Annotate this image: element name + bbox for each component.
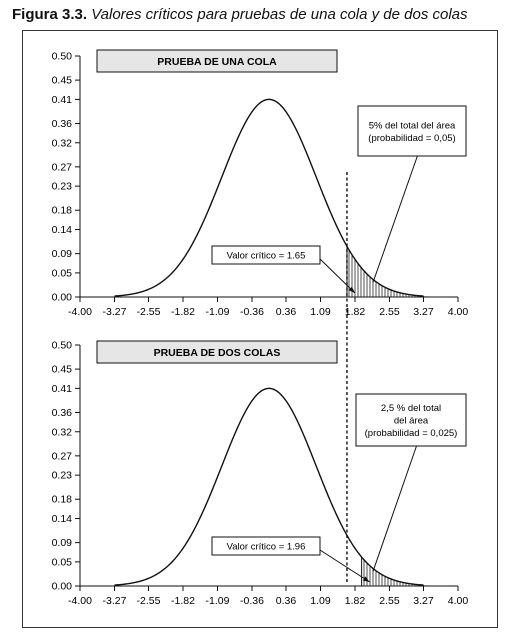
area-annotation-text: del área <box>394 416 429 427</box>
chart-title: PRUEBA DE UNA COLA <box>157 56 277 68</box>
x-tick-label: 4.00 <box>448 595 469 607</box>
x-tick-label: -4.00 <box>68 595 92 607</box>
x-tick-label: 0.36 <box>276 306 297 318</box>
y-tick-label: 0.23 <box>52 470 73 482</box>
y-tick-label: 0.00 <box>52 292 73 304</box>
critical-label-box <box>211 536 321 556</box>
chart-title-box <box>96 49 338 73</box>
y-tick-label: 0.09 <box>52 248 73 260</box>
figure-title: Figura 3.3. Valores críticos para prueba… <box>12 6 468 23</box>
x-tick-label: -1.09 <box>206 306 230 318</box>
x-tick-label: -1.82 <box>171 595 195 607</box>
area-annotation-text: (probabilidad = 0,05) <box>368 133 455 144</box>
area-annotation-box <box>355 393 467 447</box>
x-tick-label: -2.55 <box>137 306 161 318</box>
area-annotation-pointer <box>372 445 417 572</box>
critical-label-arrow <box>319 549 370 583</box>
critical-label-text: Valor crítico = 1.96 <box>227 542 306 553</box>
x-tick-label: 1.82 <box>345 595 366 607</box>
y-tick-label: 0.05 <box>52 556 73 568</box>
area-annotation-text: 2,5 % del total <box>381 403 441 414</box>
y-tick-label: 0.45 <box>52 75 73 87</box>
y-tick-label: 0.18 <box>52 205 73 217</box>
x-tick-label: -0.36 <box>240 306 264 318</box>
x-tick-label: 2.55 <box>379 595 400 607</box>
y-tick-label: 0.27 <box>52 161 73 173</box>
critical-region-area <box>361 557 458 586</box>
x-tick-label: -0.36 <box>240 595 264 607</box>
critical-label-box <box>211 245 321 265</box>
x-tick-label: -2.55 <box>137 595 161 607</box>
critical-label-text: Valor crítico = 1.65 <box>227 251 306 262</box>
y-tick-label: 0.18 <box>52 494 73 506</box>
y-tick-label: 0.45 <box>52 364 73 376</box>
y-tick-label: 0.23 <box>52 181 73 193</box>
y-tick-label: 0.50 <box>52 51 73 63</box>
y-tick-label: 0.00 <box>52 581 73 593</box>
chart-panel-2: 0.00 0.05 0.09 0.14 0.18 0.23 0.27 0.32 0.36 0.41… <box>52 340 469 608</box>
chart-panel-1: 0.00 0.05 0.09 0.14 0.18 0.23 0.27 0.32 0.36 0.41… <box>52 49 469 318</box>
y-tick-label: 0.14 <box>52 224 73 236</box>
y-tick-label: 0.36 <box>52 407 73 419</box>
y-tick-label: 0.41 <box>52 383 73 395</box>
critical-label-arrowhead <box>348 286 355 293</box>
y-tick-label: 0.50 <box>52 340 73 352</box>
y-tick-label: 0.32 <box>52 137 73 149</box>
x-tick-label: -3.27 <box>103 306 127 318</box>
normal-curve <box>114 98 424 297</box>
critical-label-arrowhead <box>362 576 370 582</box>
x-tick-label: -4.00 <box>68 306 92 318</box>
x-tick-label: 3.27 <box>413 595 434 607</box>
x-tick-label: -1.82 <box>171 306 195 318</box>
x-tick-label: 4.00 <box>448 306 469 318</box>
figure-frame <box>22 30 498 628</box>
x-tick-label: 1.09 <box>310 595 331 607</box>
y-tick-label: 0.09 <box>52 537 73 549</box>
y-tick-label: 0.32 <box>52 426 73 438</box>
y-tick-label: 0.41 <box>52 94 73 106</box>
x-tick-label: 3.27 <box>413 306 434 318</box>
area-annotation-pointer <box>372 155 418 283</box>
y-tick-label: 0.27 <box>52 450 73 462</box>
figure-caption: Valores críticos para pruebas de una col… <box>91 6 468 23</box>
x-tick-label: 0.36 <box>276 595 297 607</box>
x-tick-label: 1.09 <box>310 306 331 318</box>
x-tick-label: -1.09 <box>206 595 230 607</box>
x-tick-label: 2.55 <box>379 306 400 318</box>
chart-title-box <box>96 340 338 364</box>
area-annotation-text: 5% del total del área <box>369 120 456 131</box>
normal-curve <box>114 387 424 586</box>
y-tick-label: 0.14 <box>52 513 73 525</box>
y-tick-label: 0.36 <box>52 118 73 130</box>
x-tick-label: 1.82 <box>345 306 366 318</box>
area-annotation-box <box>357 105 467 157</box>
area-annotation-text: (probabilidad = 0,025) <box>365 428 458 439</box>
y-tick-label: 0.05 <box>52 267 73 279</box>
critical-label-arrow <box>319 258 356 294</box>
chart-title: PRUEBA DE DOS COLAS <box>154 347 281 359</box>
critical-region-area <box>346 246 458 297</box>
figure-label: Figura 3.3. <box>12 6 88 23</box>
x-tick-label: -3.27 <box>103 595 127 607</box>
